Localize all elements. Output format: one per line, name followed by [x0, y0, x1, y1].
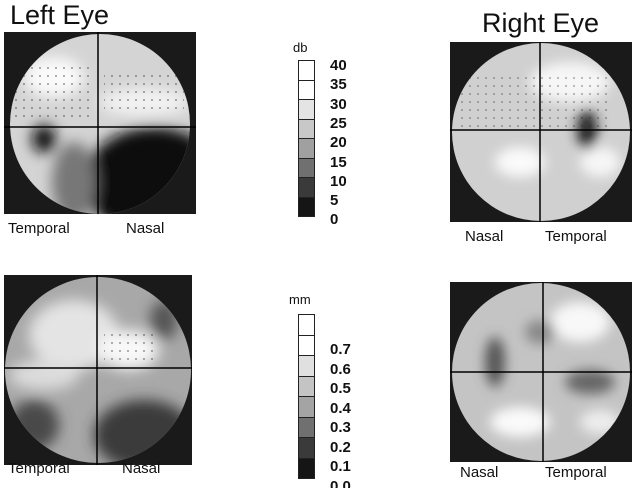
legend-tick-label: 0.1	[330, 458, 351, 475]
legend-swatch	[298, 157, 315, 178]
legend-tick-label: 0.2	[330, 438, 351, 456]
legend-tick-label: 40	[330, 57, 347, 74]
legend-swatch	[298, 138, 315, 159]
legend-tick-label: 0.5	[330, 380, 351, 397]
legend-tick-label: 0.3	[330, 419, 351, 436]
legend-tick-label: 0	[330, 211, 339, 229]
left-eye-sensitivity-map	[4, 32, 196, 214]
legend-swatch	[298, 79, 315, 100]
label-temporal: Temporal	[545, 228, 607, 245]
right-eye-thickness-map	[450, 282, 632, 462]
legend-tick-label: 0.0	[330, 477, 351, 488]
left-eye-thickness-map	[4, 275, 192, 465]
label-nasal: Nasal	[465, 228, 504, 245]
label-nasal: Nasal	[126, 220, 165, 237]
right-eye-sensitivity-map	[450, 42, 632, 222]
legend-swatch	[298, 375, 315, 397]
legend-swatch	[298, 118, 315, 139]
legend-tick-label: 30	[330, 95, 347, 113]
legend-swatch	[298, 416, 315, 438]
legend-tick-label: 25	[330, 114, 347, 132]
legend-tick-label: 0.6	[330, 360, 351, 378]
legend-swatch	[298, 334, 315, 356]
legend-swatch	[298, 437, 315, 459]
right-eye-title: Right Eye	[482, 8, 600, 38]
legend-swatch	[298, 196, 315, 217]
legend-swatch	[298, 60, 315, 81]
legend-tick-label: 15	[330, 153, 347, 171]
legend-tick-label: 0.7	[330, 341, 351, 358]
left-eye-title: Left Eye	[10, 0, 110, 30]
legend-swatch	[298, 457, 315, 479]
legend-swatch	[298, 314, 315, 336]
legend-tick-label: 20	[330, 134, 347, 152]
label-nasal: Nasal	[460, 464, 499, 481]
legend-swatch	[298, 396, 315, 418]
legend-mm-unit: mm	[289, 292, 311, 307]
legend-db-unit: db	[293, 40, 308, 55]
legend-swatch	[298, 355, 315, 377]
label-nasal: Nasal	[122, 460, 161, 477]
legend-tick-label: 35	[330, 76, 347, 94]
legend-swatch	[298, 177, 315, 198]
label-temporal: Temporal	[545, 464, 607, 481]
legend-swatch	[298, 99, 315, 120]
legend-tick-label: 0.4	[330, 399, 351, 417]
legend-tick-label: 5	[330, 192, 339, 210]
legend-tick-label: 10	[330, 172, 347, 190]
label-temporal: Temporal	[8, 220, 70, 237]
label-temporal: Temporal	[8, 460, 70, 477]
